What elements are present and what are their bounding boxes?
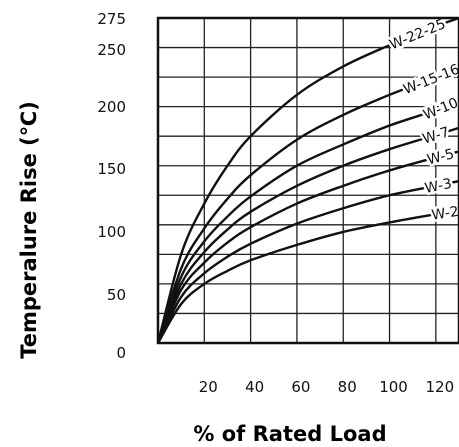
series-line-w-22-25 <box>156 16 459 344</box>
series-label-w-15-16: W-15-16 <box>401 61 459 98</box>
y-axis-ticks: 0 50 100 150 200 250 275 <box>97 10 126 362</box>
series-label-w-10: W-10 <box>421 95 459 123</box>
series-label-w-7: W-7 <box>421 124 452 147</box>
series-label-w-5: W-5 <box>426 146 456 168</box>
y-tick-label: 250 <box>97 41 126 59</box>
y-tick-label: 275 <box>97 10 126 28</box>
y-tick-label: 0 <box>116 344 126 362</box>
x-tick-label: 20 <box>199 378 218 396</box>
x-axis-ticks: 20 40 60 80 100 120 <box>199 378 454 396</box>
y-axis-title: Temperalure Rise (℃) <box>17 101 41 359</box>
series-line-w-2 <box>156 209 459 344</box>
y-tick-label: 100 <box>97 223 126 241</box>
x-tick-label: 120 <box>426 378 455 396</box>
x-tick-label: 100 <box>379 378 408 396</box>
y-tick-label: 50 <box>107 286 126 304</box>
x-tick-label: 80 <box>338 378 357 396</box>
x-axis-title: % of Rated Load <box>193 422 386 446</box>
series-label-w-3: W-3 <box>423 176 453 197</box>
x-tick-label: 60 <box>291 378 310 396</box>
series-line-w-5 <box>156 150 459 344</box>
series-label-w-2: W-2 <box>431 204 459 224</box>
y-tick-label: 200 <box>97 98 126 116</box>
x-tick-label: 40 <box>245 378 264 396</box>
series-line-w-10 <box>156 99 459 344</box>
series-curves <box>156 16 459 344</box>
series-line-w-3 <box>156 179 459 344</box>
y-tick-label: 150 <box>97 160 126 178</box>
series-line-w-15-16 <box>156 66 459 344</box>
series-line-w-7 <box>156 126 459 344</box>
plot-frame <box>156 16 459 345</box>
